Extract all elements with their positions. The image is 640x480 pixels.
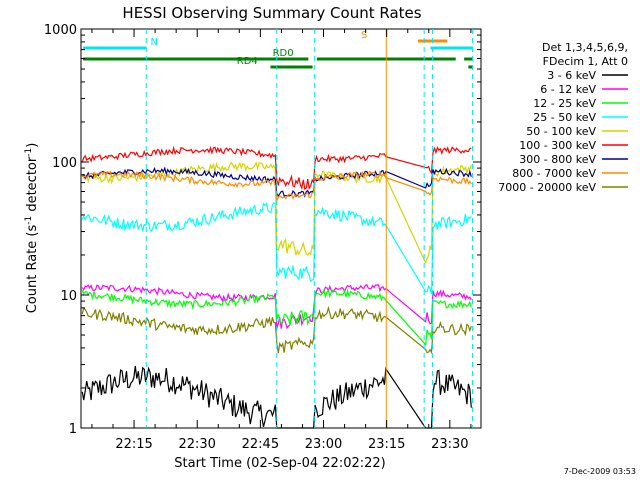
legend: Det 1,3,4,5,6,9, FDecim 1, Att 0 3 - 6 k… (498, 41, 628, 194)
x-axis-label: Start Time (02-Sep-04 22:02:22) (174, 456, 385, 471)
night-markers (145, 29, 474, 428)
flag-label-rd4: RD4 (237, 56, 258, 67)
x-tick-label: 22:45 (242, 437, 279, 452)
plot-frame (80, 28, 482, 429)
series-line-8 (82, 170, 472, 203)
legend-label: 7000 - 20000 keV (498, 181, 596, 194)
series-line-9 (81, 305, 472, 355)
series-line-5 (81, 161, 472, 265)
flag-label-s: S (361, 30, 367, 41)
legend-label: 800 - 7000 keV (512, 167, 596, 180)
y-tick-label: 1000 (44, 23, 77, 38)
series-line-6 (81, 145, 472, 191)
y-axis-ticks: 1 10 100 1000 (44, 23, 481, 437)
legend-label: 100 - 300 keV (519, 139, 596, 152)
y-axis-label: Count Rate (s-1 detector-1) (24, 143, 40, 314)
x-tick-label: 22:30 (178, 437, 215, 452)
y-tick-label: 10 (60, 289, 77, 304)
series-line-4 (81, 201, 472, 295)
series-line-3 (81, 288, 472, 347)
x-axis-ticks: 22:15 22:30 22:45 23:00 23:15 23:30 (91, 29, 472, 452)
legend-header-line-1: Det 1,3,4,5,6,9, (542, 41, 628, 54)
flag-bars: N S RD0 RD4 (83, 30, 473, 69)
series-lines (81, 145, 472, 429)
y-tick-label: 1 (69, 422, 77, 437)
legend-label: 300 - 800 keV (519, 153, 596, 166)
series-line-1 (81, 365, 472, 429)
legend-label: 50 - 100 keV (526, 125, 596, 138)
y-tick-label: 100 (52, 156, 77, 171)
x-tick-label: 23:15 (368, 437, 405, 452)
footer-timestamp: 7-Dec-2009 03:53 (564, 467, 636, 476)
flag-label-n: N (150, 37, 157, 48)
legend-label: 3 - 6 keV (547, 69, 596, 82)
x-tick-label: 22:15 (115, 437, 152, 452)
legend-label: 25 - 50 keV (533, 111, 596, 124)
flag-label-rd0: RD0 (273, 48, 294, 59)
x-tick-label: 23:30 (431, 437, 468, 452)
x-tick-label: 23:00 (305, 437, 342, 452)
legend-label: 12 - 25 keV (533, 97, 596, 110)
chart-title: HESSI Observing Summary Count Rates (122, 4, 421, 22)
legend-header-line-2: FDecim 1, Att 0 (543, 55, 628, 68)
legend-label: 6 - 12 keV (540, 83, 596, 96)
